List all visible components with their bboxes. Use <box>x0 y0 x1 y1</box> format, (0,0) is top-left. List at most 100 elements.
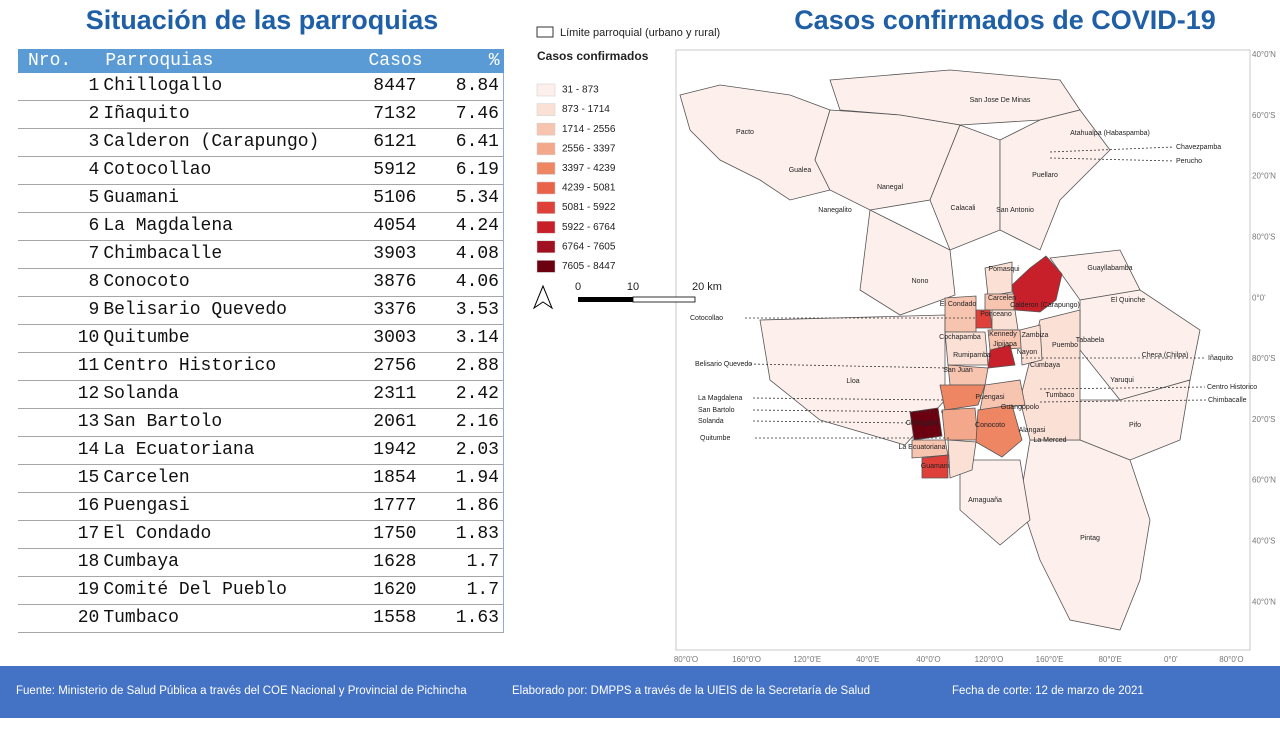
table-row: 16 Puengasi 1777 1.86 <box>18 492 504 521</box>
scale-label: 10 <box>627 281 639 293</box>
callout-label: La Magdalena <box>698 395 742 402</box>
parish-label: Carcelen <box>988 295 1016 302</box>
table-cell: 1777 <box>343 492 427 521</box>
footer-bar <box>0 666 1280 718</box>
table-cell: 8447 <box>343 73 427 101</box>
lon-label: 160°0'E <box>1036 655 1064 664</box>
parish-label: Nono <box>912 278 929 285</box>
callout-line <box>752 397 946 401</box>
table-cell: 9 <box>18 296 102 325</box>
table-row: 18 Cumbaya 1628 1.7 <box>18 548 504 577</box>
legend-swatch <box>536 220 556 234</box>
table-row: 8 Conocoto 3876 4.06 <box>18 268 504 297</box>
parish <box>859 209 956 316</box>
parish-label: Kennedy <box>989 331 1017 338</box>
parish-label: Calderon (Carapungo) <box>1010 302 1080 309</box>
footer-text: Fecha de corte: 12 de marzo de 2021 <box>952 685 1144 697</box>
table-cell: La Magdalena <box>101 212 344 241</box>
table-cell: 2 <box>18 100 102 129</box>
table-cell: 8 <box>18 268 102 297</box>
table-cell: Centro Historico <box>101 352 344 381</box>
table-row: 11 Centro Historico 2756 2.88 <box>18 352 504 381</box>
table-row: 10 Quitumbe 3003 3.14 <box>18 324 504 353</box>
table-cell: Guamani <box>101 184 344 213</box>
table-row: 15 Carcelen 1854 1.94 <box>18 464 504 493</box>
parish-label: Guangopolo <box>1001 404 1039 411</box>
table-cell: 3003 <box>343 324 427 353</box>
legend-label: 31 - 873 <box>562 85 599 96</box>
parish-label: Amaguaña <box>968 497 1002 504</box>
parish <box>984 261 1013 297</box>
table-cell: 1.7 <box>426 548 504 577</box>
legend-swatch <box>536 201 556 214</box>
footer-text: Elaborado por: DMPPS a través de la UIEI… <box>512 685 870 697</box>
parish-label: Guamani <box>921 463 950 470</box>
table: Nro. Parroquias Casos% 1 Chillogallo 8447 8.8… <box>18 49 504 633</box>
legend-label: 6764 - 7605 <box>562 241 616 252</box>
lon-label: 40°0'E <box>856 655 879 664</box>
callout-line <box>749 363 949 369</box>
table-row: 1 Chillogallo 8447 8.84 <box>18 73 504 101</box>
table-cell: Cotocollao <box>101 156 344 185</box>
lat-label: 0°0' <box>1252 293 1266 302</box>
parish <box>947 439 977 479</box>
table-cell: 1854 <box>343 464 427 493</box>
parish-label: Tababela <box>1076 337 1105 344</box>
map <box>675 49 1251 651</box>
table-cell: 3.14 <box>426 324 504 353</box>
table-row: 20 Tumbaco 1558 1.63 <box>18 604 504 633</box>
scale-bar <box>578 297 633 302</box>
legend-label: 1714 - 2556 <box>562 124 616 135</box>
table-cell: Conocoto <box>101 268 344 297</box>
legend-swatch <box>536 240 556 254</box>
table-cell: 1620 <box>343 576 427 605</box>
callout-label: Iñaquito <box>1208 355 1233 362</box>
parish <box>959 459 1031 546</box>
table-cell: 4 <box>18 156 102 185</box>
legend-swatch <box>536 162 556 175</box>
table-cell: 1.7 <box>426 576 504 605</box>
parish <box>975 404 1023 458</box>
column-header: Nro. <box>18 49 102 73</box>
table-container: Nro. Parroquias Casos% 1 Chillogallo 8447 8.8… <box>18 49 504 633</box>
lon-label: 80°0'O <box>1219 655 1243 664</box>
parish-label: La Ecuatoriana <box>898 444 945 451</box>
lat-label: 40°0'S <box>1252 537 1275 546</box>
lon-label: 0°0' <box>1164 655 1178 664</box>
parish-label: Nayon <box>1017 349 1037 356</box>
callout-label: Chavezpamba <box>1176 144 1221 151</box>
table-cell: 4054 <box>343 212 427 241</box>
parish <box>1019 439 1151 631</box>
parish <box>921 454 949 479</box>
lat-label: 20°0'S <box>1252 415 1275 424</box>
table-cell: 16 <box>18 492 102 521</box>
parish-label: Pintag <box>1080 535 1100 542</box>
legend-title: Casos confirmados <box>537 49 649 63</box>
table-cell: Chillogallo <box>101 73 344 101</box>
table-cell: 6121 <box>343 128 427 157</box>
lon-label: 40°0'O <box>916 655 940 664</box>
table-cell: 5.34 <box>426 184 504 213</box>
table-cell: 1.86 <box>426 492 504 521</box>
table-row: 3 Calderon (Carapungo) 6121 6.41 <box>18 128 504 157</box>
table-row: 6 La Magdalena 4054 4.24 <box>18 212 504 241</box>
parish-label: Gualea <box>789 167 812 174</box>
table-cell: 1628 <box>343 548 427 577</box>
table-cell: 1 <box>18 73 102 101</box>
parish-label: Nanegal <box>877 184 904 191</box>
callout-label: Chimbacalle <box>1208 397 1247 404</box>
parish-label: Lloa <box>846 378 859 385</box>
table-cell: 3903 <box>343 240 427 269</box>
map-title: Casos confirmados de COVID-19 <box>794 5 1216 35</box>
table-cell: Cumbaya <box>101 548 344 577</box>
table-cell: Puengasi <box>101 492 344 521</box>
parish-label: El Quinche <box>1111 297 1145 304</box>
lat-label: 40°0'N <box>1252 50 1276 59</box>
table-cell: 1750 <box>343 520 427 549</box>
lon-label: 80°0'E <box>1098 655 1121 664</box>
table-cell: 7132 <box>343 100 427 129</box>
parish <box>941 407 979 441</box>
table-cell: La Ecuatoriana <box>101 436 344 465</box>
table-cell: Iñaquito <box>101 100 344 129</box>
